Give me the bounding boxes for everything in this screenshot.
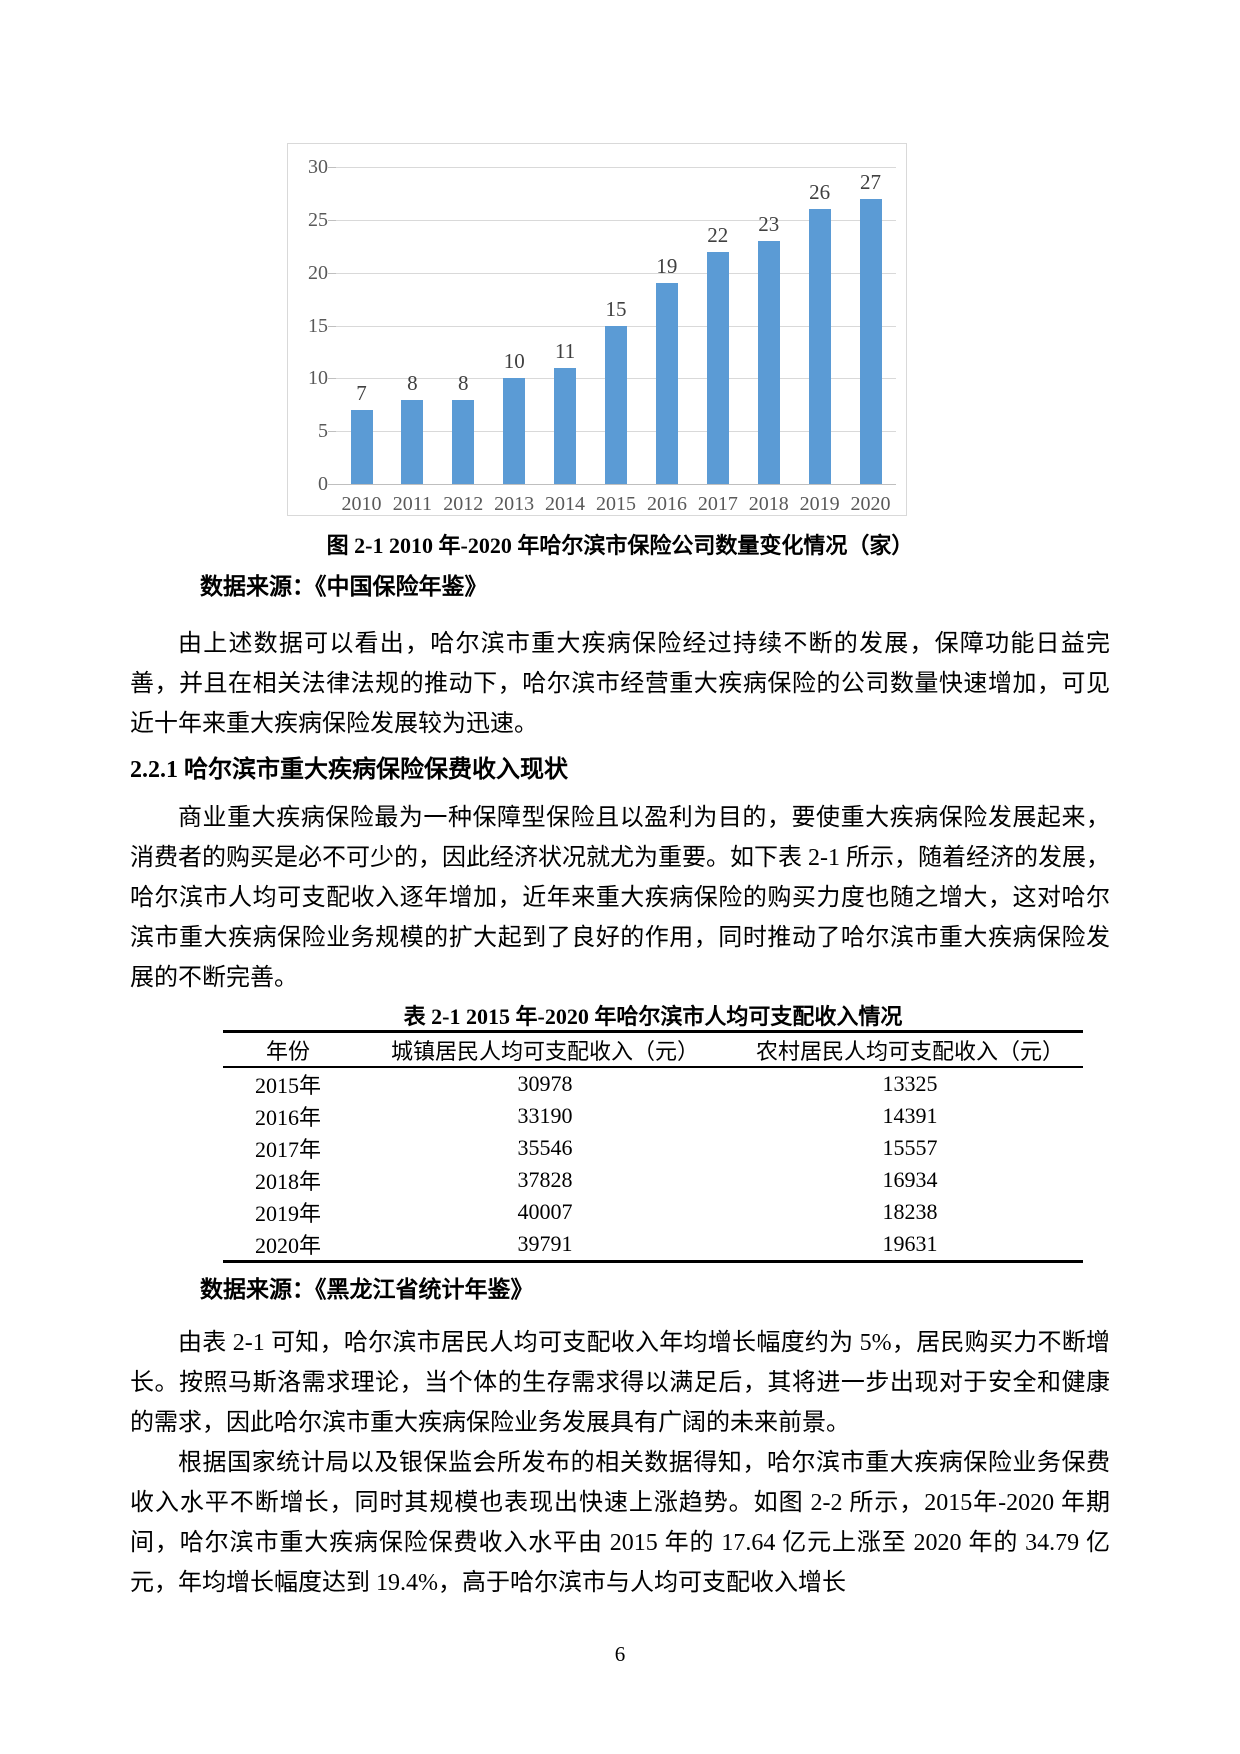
table-cell: 19631 bbox=[882, 1231, 938, 1256]
bar-value-label: 15 bbox=[605, 296, 627, 321]
y-axis-tick bbox=[328, 431, 336, 433]
table-cell: 16934 bbox=[882, 1167, 938, 1192]
table-cell: 39791 bbox=[517, 1231, 573, 1256]
table-cell: 2015年 bbox=[254, 1073, 321, 1098]
bar-2015 bbox=[605, 325, 627, 484]
income-table-body: 2015年 30978 13325 2016年 33190 14391 2017年 35546… bbox=[223, 1067, 1083, 1262]
income-table-header: 年份 城镇居民人均可支配收入（元） 农村居民人均可支配收入（元） bbox=[223, 1031, 1083, 1068]
y-axis-label: 10 bbox=[308, 367, 328, 390]
bar-chart-canvas: 0 5 10 15 20 25 30 7 2010 8 2011 8 2012 10 2013 11 2014 1… bbox=[288, 144, 906, 515]
table-cell: 33190 bbox=[517, 1103, 573, 1128]
x-axis-label: 2018 bbox=[748, 493, 789, 515]
y-axis-label: 5 bbox=[318, 420, 328, 443]
section-heading-2-2-1: 2.2.1 哈尔滨市重大疾病保险保费收入现状 bbox=[130, 757, 568, 783]
paragraph-premium-growth: 根据国家统计局以及银保监会所发布的相关数据得知，哈尔滨市重大疾病保险业务保费收入… bbox=[130, 1450, 1110, 1596]
table-cell: 18238 bbox=[882, 1199, 938, 1224]
y-axis-tick bbox=[328, 167, 336, 168]
y-gridline bbox=[336, 272, 896, 274]
bar-2013 bbox=[503, 378, 526, 484]
bar-chart-figure: 0 5 10 15 20 25 30 7 2010 8 2011 8 2012 10 2013 11 2014 1… bbox=[287, 143, 907, 516]
x-axis-label: 2011 bbox=[392, 493, 432, 515]
table-cell: 30978 bbox=[517, 1071, 573, 1096]
page-number: 6 bbox=[614, 1642, 626, 1666]
bar-2012 bbox=[452, 399, 475, 484]
bar-2020 bbox=[859, 198, 882, 484]
bar-2016 bbox=[655, 283, 678, 484]
table-cell: 2019年 bbox=[254, 1201, 321, 1226]
bar-value-label: 8 bbox=[458, 370, 469, 395]
bar-value-label: 19 bbox=[656, 254, 678, 279]
y-axis-tick bbox=[328, 325, 336, 327]
table-row: 2020年 39791 19631 bbox=[223, 1228, 1083, 1262]
bar-value-label: 27 bbox=[860, 169, 881, 194]
x-axis-line bbox=[336, 484, 896, 485]
paragraph-premium-income: 商业重大疾病保险最为一种保障型保险且以盈利为目的，要使重大疾病保险发展起来， 消… bbox=[130, 805, 1110, 991]
y-gridline bbox=[336, 219, 896, 221]
x-axis-label: 2012 bbox=[443, 493, 484, 515]
figure-caption: 图 2-1 2010 年-2020 年哈尔滨市保险公司数量变化情况（家） bbox=[326, 533, 914, 558]
x-axis-label: 2014 bbox=[545, 493, 586, 515]
bar-2018 bbox=[757, 241, 780, 484]
table-row: 2017年 35546 15557 bbox=[223, 1132, 1083, 1164]
y-axis-label: 0 bbox=[318, 473, 328, 495]
table-cell: 40007 bbox=[517, 1199, 573, 1224]
bar-value-label: 11 bbox=[554, 338, 576, 363]
table-cell: 2017年 bbox=[254, 1137, 321, 1162]
bar-value-label: 10 bbox=[503, 349, 525, 374]
table-header-cell: 城镇居民人均可支配收入（元） bbox=[353, 1031, 737, 1068]
y-axis-tick bbox=[328, 378, 336, 380]
table-cell: 37828 bbox=[517, 1167, 573, 1192]
bar-value-label: 23 bbox=[758, 212, 780, 236]
table-header-row: 年份 城镇居民人均可支配收入（元） 农村居民人均可支配收入（元） bbox=[223, 1031, 1083, 1068]
table-cell: 14391 bbox=[882, 1103, 938, 1128]
y-axis-tick bbox=[328, 219, 336, 221]
x-axis-label: 2013 bbox=[494, 493, 535, 515]
x-axis-label: 2020 bbox=[850, 493, 891, 515]
x-axis-label: 2017 bbox=[697, 493, 738, 515]
table-cell: 2020年 bbox=[254, 1233, 321, 1258]
x-axis-label: 2015 bbox=[595, 493, 636, 515]
income-table: 年份 城镇居民人均可支配收入（元） 农村居民人均可支配收入（元） 2015年 3097… bbox=[223, 1030, 1083, 1263]
table-row: 2015年 30978 13325 bbox=[223, 1067, 1083, 1100]
table-data-source: 数据来源：《黑龙江省统计年鉴》 bbox=[200, 1277, 534, 1302]
page-content: 0 5 10 15 20 25 30 7 2010 8 2011 8 2012 10 2013 11 2014 1… bbox=[0, 143, 1240, 1603]
bar-2010 bbox=[350, 410, 373, 484]
y-axis-tick bbox=[328, 272, 336, 274]
bar-value-label: 22 bbox=[707, 222, 729, 247]
bar-2014 bbox=[554, 367, 577, 484]
table-header-cell: 农村居民人均可支配收入（元） bbox=[737, 1031, 1083, 1068]
bar-value-label: 26 bbox=[809, 180, 831, 205]
y-axis-tick bbox=[328, 484, 336, 485]
table-row: 2018年 37828 16934 bbox=[223, 1164, 1083, 1196]
x-axis-label: 2016 bbox=[646, 493, 687, 515]
bar-value-label: 7 bbox=[356, 381, 367, 405]
y-axis-label: 15 bbox=[308, 314, 328, 337]
table-cell: 15557 bbox=[882, 1135, 938, 1160]
bar-2019 bbox=[808, 209, 831, 484]
y-axis-label: 30 bbox=[308, 156, 328, 178]
y-gridline bbox=[336, 167, 896, 168]
bar-2011 bbox=[401, 399, 424, 484]
table-row: 2019年 40007 18238 bbox=[223, 1196, 1083, 1228]
bar-2017 bbox=[706, 251, 729, 484]
table-caption: 表 2-1 2015 年-2020 年哈尔滨市人均可支配收入情况 bbox=[403, 1004, 903, 1029]
x-axis-label: 2019 bbox=[799, 493, 840, 515]
bar-value-label: 8 bbox=[407, 370, 418, 395]
table-cell: 35546 bbox=[517, 1135, 573, 1160]
paragraph-income-analysis: 由表 2-1 可知，哈尔滨市居民人均可支配收入年均增长幅度约为 5%，居民购买力… bbox=[130, 1330, 1110, 1436]
table-cell: 13325 bbox=[882, 1071, 938, 1096]
table-row: 2016年 33190 14391 bbox=[223, 1100, 1083, 1132]
figure-data-source: 数据来源：《中国保险年鉴》 bbox=[200, 574, 488, 599]
table-cell: 2016年 bbox=[254, 1105, 321, 1130]
y-axis-label: 25 bbox=[308, 208, 328, 231]
paragraph-overview: 由上述数据可以看出，哈尔滨市重大疾病保险经过持续不断的发展，保障功能日益完善，并… bbox=[130, 631, 1110, 737]
x-axis-label: 2010 bbox=[341, 493, 382, 515]
table-header-cell: 年份 bbox=[223, 1031, 353, 1068]
table-cell: 2018年 bbox=[254, 1169, 321, 1194]
y-axis-label: 20 bbox=[308, 261, 328, 284]
